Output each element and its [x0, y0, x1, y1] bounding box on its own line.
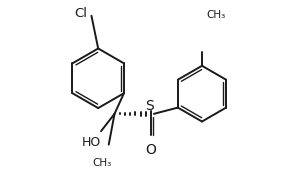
Text: CH₃: CH₃ [92, 158, 112, 168]
Text: O: O [146, 143, 157, 157]
Text: S: S [145, 99, 154, 113]
Text: Cl: Cl [74, 7, 87, 20]
Text: HO: HO [82, 136, 101, 149]
Text: CH₃: CH₃ [207, 10, 226, 20]
